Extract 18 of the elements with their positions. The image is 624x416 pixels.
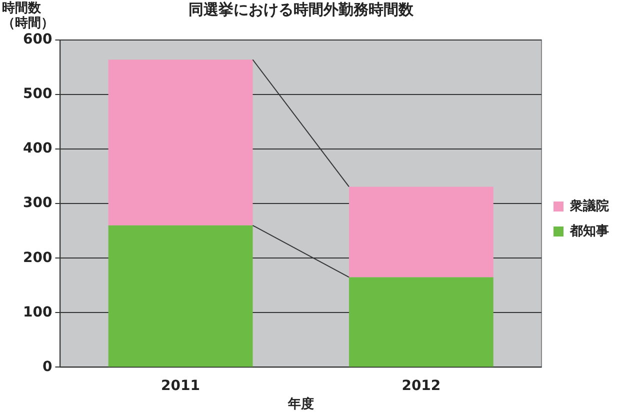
bar [108, 60, 253, 226]
legend-label: 都知事 [569, 224, 609, 239]
y-tick-label: 100 [22, 304, 52, 320]
x-tick-label: 2012 [402, 378, 441, 394]
legend-label: 衆議院 [569, 198, 609, 214]
y-axis-title: 時間数（時間） [2, 0, 54, 31]
x-tick-label: 2011 [161, 378, 200, 394]
y-tick-label: 300 [22, 195, 52, 212]
bar [108, 225, 253, 367]
x-axis-title: 年度 [286, 396, 314, 412]
y-tick-label: 200 [22, 250, 52, 266]
y-tick-label: 400 [22, 140, 52, 157]
y-tick-label: 600 [22, 32, 52, 48]
bar [348, 277, 494, 367]
y-tick-label: 0 [42, 358, 52, 375]
chart-title: 同選挙における時間外勤務時間数 [188, 0, 414, 18]
y-tick-label: 500 [22, 86, 52, 102]
bar [348, 186, 494, 278]
